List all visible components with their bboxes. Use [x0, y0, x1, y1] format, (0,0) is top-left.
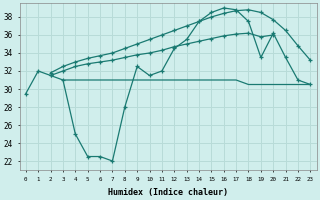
X-axis label: Humidex (Indice chaleur): Humidex (Indice chaleur) — [108, 188, 228, 197]
